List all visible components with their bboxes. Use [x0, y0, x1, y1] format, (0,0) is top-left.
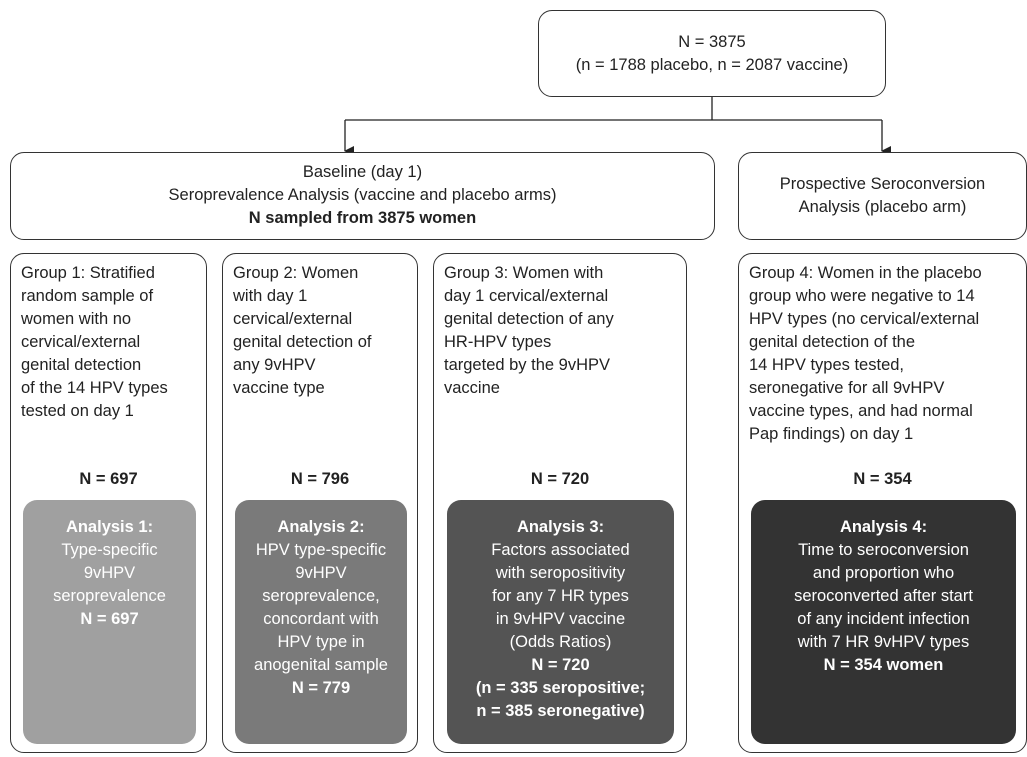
analysis-box: Analysis 2: HPV type-specific 9vHPV seropre…: [235, 500, 407, 744]
group-line: group who were negative to 14: [749, 287, 975, 305]
analysis-line: HPV type in: [277, 633, 365, 651]
analysis-line: Factors associated: [491, 541, 630, 559]
group-box: Group 1: Stratified random sample of women…: [10, 253, 207, 753]
analysis-line: HPV type-specific: [255, 541, 387, 559]
analysis-line: seroprevalence,: [262, 587, 380, 605]
analysis-box: Analysis 3: Factors associated with seropo…: [447, 500, 674, 744]
analysis-line: of any incident infection: [797, 610, 970, 628]
group-line: Group 2: Women: [233, 264, 359, 282]
analysis-line: Time to seroconversion: [798, 541, 969, 559]
analysis-n: N = 720: [531, 656, 590, 674]
analysis-box: Analysis 4: Time to seroconversion and pro…: [751, 500, 1016, 744]
box-text: Seroprevalence Analysis (vaccine and pla…: [168, 186, 557, 204]
analysis-n: N = 354 women: [823, 656, 944, 674]
group-box: Group 3: Women with day 1 cervical/extern…: [433, 253, 687, 753]
group-line: vaccine: [444, 379, 500, 397]
group-line: HR-HPV types: [444, 333, 552, 351]
group-line: genital detection of: [233, 333, 372, 351]
analysis-line: in 9vHPV vaccine: [495, 610, 626, 628]
group-line: day 1 cervical/external: [444, 287, 609, 305]
group-text: Group 4: Women in the placebo group who w…: [749, 262, 982, 446]
group-box: Group 4: Women in the placebo group who w…: [738, 253, 1027, 753]
group-line: genital detection: [21, 356, 142, 374]
analysis-line: seroconverted after start: [794, 587, 973, 605]
analysis-line: concordant with: [263, 610, 379, 628]
group-line: seronegative for all 9vHPV: [749, 379, 945, 397]
group-text: Group 1: Stratified random sample of women…: [21, 262, 168, 423]
analysis-line: Type-specific: [61, 541, 158, 559]
analysis-line: and proportion who: [812, 564, 955, 582]
group-n: N = 720: [530, 470, 590, 488]
group-line: Group 4: Women in the placebo: [749, 264, 982, 282]
group-line: 14 HPV types tested,: [749, 356, 905, 374]
group-n: N = 796: [290, 470, 350, 488]
analysis-line: (Odds Ratios): [509, 633, 612, 651]
baseline-box: Baseline (day 1) Seroprevalence Analysis …: [10, 152, 715, 240]
box-text: Prospective Seroconversion: [779, 175, 986, 193]
analysis-line: seroprevalence: [53, 587, 166, 605]
box-text: N = 3875: [678, 33, 746, 51]
group-line: Pap findings) on day 1: [749, 425, 914, 443]
group-line: targeted by the 9vHPV: [444, 356, 611, 374]
analysis-n: N = 697: [80, 610, 139, 628]
box-text: N sampled from 3875 women: [248, 209, 477, 227]
box-text: Analysis (placebo arm): [798, 198, 967, 216]
group-line: with day 1: [233, 287, 308, 305]
group-n: N = 697: [79, 470, 138, 488]
group-n: N = 354: [853, 470, 912, 488]
analysis-line: 9vHPV: [83, 564, 136, 582]
analysis-box: Analysis 1: Type-specific 9vHPV seroprevale…: [23, 500, 196, 744]
group-box: Group 2: Women with day 1 cervical/externa…: [222, 253, 418, 753]
group-line: any 9vHPV: [233, 356, 316, 374]
analysis-n: N = 779: [291, 679, 351, 697]
analysis-line: for any 7 HR types: [492, 587, 629, 605]
group-text: Group 2: Women with day 1 cervical/externa…: [233, 262, 372, 400]
group-line: vaccine types, and had normal: [749, 402, 973, 420]
analysis-line: with seropositivity: [495, 564, 626, 582]
analysis-title: Analysis 1:: [65, 518, 154, 536]
analysis-title: Analysis 2:: [277, 518, 365, 536]
group-line: cervical/external: [233, 310, 353, 328]
group-line: genital detection of any: [444, 310, 614, 328]
box-text: (n = 1788 placebo, n = 2087 vaccine): [575, 56, 849, 74]
top-box: N = 3875 (n = 1788 placebo, n = 2087 vacc…: [538, 10, 886, 97]
group-line: Group 1: Stratified: [21, 264, 155, 282]
group-line: vaccine type: [233, 379, 325, 397]
group-line: random sample of: [21, 287, 154, 305]
analysis-n: n = 385 seronegative): [476, 702, 645, 720]
box-text: Baseline (day 1): [302, 163, 423, 181]
group-text: Group 3: Women with day 1 cervical/extern…: [444, 262, 614, 400]
analysis-title: Analysis 3:: [516, 518, 605, 536]
group-line: genital detection of the: [749, 333, 916, 351]
analysis-line: anogenital sample: [254, 656, 388, 674]
analysis-title: Analysis 4:: [839, 518, 928, 536]
group-line: cervical/external: [21, 333, 141, 351]
group-line: of the 14 HPV types: [21, 379, 168, 397]
prospective-box: Prospective Seroconversion Analysis (plac…: [738, 152, 1027, 240]
group-line: HPV types (no cervical/external: [749, 310, 980, 328]
analysis-line: with 7 HR 9vHPV types: [797, 633, 970, 651]
group-line: women with no: [21, 310, 132, 328]
analysis-line: 9vHPV: [295, 564, 347, 582]
analysis-n: (n = 335 seropositive;: [475, 679, 646, 697]
group-line: tested on day 1: [21, 402, 134, 420]
group-line: Group 3: Women with: [444, 264, 604, 282]
